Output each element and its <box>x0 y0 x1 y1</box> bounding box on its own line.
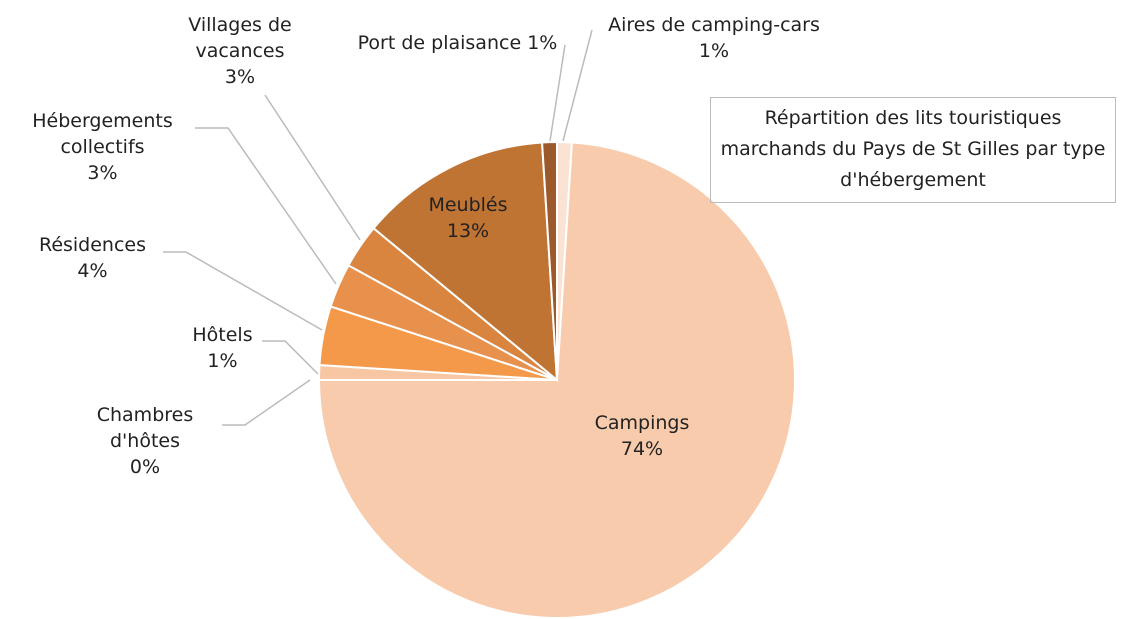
leader-line <box>562 29 593 142</box>
category-name: Campings <box>594 412 690 434</box>
leader-line <box>195 127 337 285</box>
value-label: 3% <box>224 66 256 88</box>
slice-label: Chambres d'hôtes 0% <box>70 402 220 480</box>
category-name: Port de plaisance <box>357 32 522 54</box>
value-label: 4% <box>77 260 108 282</box>
slice-label: Hôtels 1% <box>170 322 275 374</box>
category-name: Villages de vacances <box>188 14 292 62</box>
pie-slice <box>372 141 559 383</box>
leader-line <box>549 44 566 142</box>
category-name: Hôtels <box>192 324 253 346</box>
slice-label: Campings 74% <box>542 410 742 462</box>
chart-title: Répartition des lits touristiques marcha… <box>710 97 1116 203</box>
slice-label: Aires de camping-cars 1% <box>598 12 830 64</box>
slice-label: Hébergements collectifs 3% <box>0 108 205 186</box>
value-label: 74% <box>620 438 664 460</box>
leader-line <box>262 340 319 375</box>
slice-label: Meublés 13% <box>398 192 538 244</box>
category-name: Hébergements collectifs <box>32 110 173 158</box>
leader-line <box>222 379 311 426</box>
slice-label: Port de plaisance 1% <box>340 30 575 56</box>
value-label: 1% <box>698 40 730 62</box>
leader-lines <box>163 29 593 426</box>
pie-slice <box>540 140 558 381</box>
value-label: 1% <box>527 32 558 54</box>
value-label: 1% <box>207 350 238 372</box>
category-name: Aires de camping-cars <box>608 14 820 36</box>
category-name: Meublés <box>428 194 508 216</box>
category-name: Chambres d'hôtes <box>96 404 194 452</box>
value-label: 13% <box>446 220 490 242</box>
leader-line <box>264 94 361 241</box>
slice-label: Villages de vacances 3% <box>160 12 320 90</box>
slice-label: Résidences 4% <box>10 232 175 284</box>
leader-line <box>163 251 323 331</box>
value-label: 0% <box>129 456 161 478</box>
value-label: 3% <box>87 162 118 184</box>
category-name: Résidences <box>38 234 147 256</box>
